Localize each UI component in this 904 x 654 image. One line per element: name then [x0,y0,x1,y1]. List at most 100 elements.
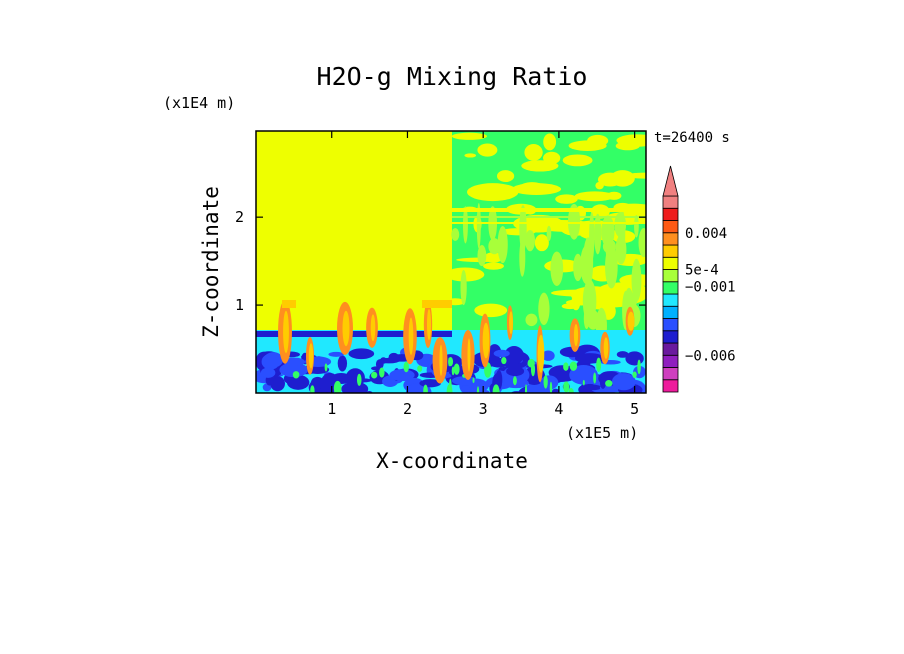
field-blob [501,356,507,365]
colorbar-swatch [662,207,679,221]
x-axis: 1 2 3 4 5 [327,131,639,418]
colorbar-swatch [662,379,679,393]
field-plume-core [603,337,609,359]
field-blob [530,362,536,377]
field-blob [310,385,314,393]
field-plume-core [467,338,471,372]
x-axis-label: X-coordinate [376,449,528,473]
field-blob [540,375,559,390]
field-blob [467,183,519,202]
field-plume-core [573,323,579,347]
field-blob [524,384,528,393]
field-plume-core [426,308,432,341]
field-blob [477,143,498,157]
x-unit-label: (x1E5 m) [566,424,638,442]
field-blob [496,170,515,183]
time-label: t=26400 s [654,130,730,146]
field-blob [610,170,635,187]
field-plume-core [537,334,545,373]
field-blob [616,134,646,147]
colorbar-swatch [662,281,679,295]
field-streak [477,245,487,267]
field-patch [282,300,296,308]
field-blob [595,181,604,190]
field-layer-blue [256,331,452,337]
field-band [452,216,646,218]
field-blob [569,361,578,371]
field-blob [512,376,517,386]
colorbar-swatch [662,232,679,246]
field-streak [525,313,538,327]
field-patch [422,300,452,308]
field-blob [495,370,503,390]
x-tick-label: 5 [630,400,639,418]
field-blob [461,385,471,393]
field-blob [279,362,308,378]
field-blob [605,379,613,387]
field-blob [543,151,561,165]
field-blob [563,362,569,371]
plot-frame [255,130,647,394]
field-blob [370,366,382,371]
field-streak [583,237,594,288]
y-tick-label: 2 [235,208,244,226]
field-blob [417,365,423,372]
colorbar-swatch [662,354,679,368]
field-streak [567,203,581,240]
field-streak [460,269,467,306]
field-blob [366,390,373,393]
field-blob [506,366,525,376]
colorbar-swatch [662,367,679,381]
field-blob [524,143,543,161]
field-streak [497,225,508,264]
field-blob [587,134,609,147]
colorbar-label: −0.006 [685,348,736,364]
field-streak [550,251,564,287]
field-blob [464,153,477,158]
field-blob [371,371,378,379]
field-blob [534,234,549,252]
colorbar-swatch [662,318,679,332]
field-blob [283,357,306,367]
colorbar-label: −0.001 [685,280,736,296]
field-blob [555,194,578,204]
colorbar-label: 0.004 [685,226,727,242]
field-blob [492,384,500,393]
field-streak [546,225,552,241]
plot-area [256,131,646,393]
x-tick-label: 3 [479,400,488,418]
colorbar-swatch [662,195,679,209]
field-plume-core [408,317,414,355]
field-blob [270,376,285,392]
y-tick-label: 1 [235,296,244,314]
colorbar-extend-arrow [662,165,679,197]
field-blob [379,367,385,378]
field-blob [543,133,557,151]
field-blob [451,376,478,386]
field-plume-core [439,344,443,376]
field-blob [596,357,602,372]
chart-title: H2O-g Mixing Ratio [317,62,588,91]
field-blob [582,379,585,386]
field-blob [483,262,504,270]
field-blob [403,361,409,373]
field-streak [573,253,583,282]
field-blob [599,376,606,389]
field-band [452,222,646,224]
colorbar-swatch [662,330,679,344]
x-tick-label: 4 [554,400,563,418]
colorbar-swatch [662,269,679,283]
field-blob [504,345,524,365]
field-plume-core [509,311,513,335]
field-streak [638,228,646,258]
field-blob [333,380,342,393]
field-blob [474,303,508,318]
field-blob [563,381,570,393]
colorbar-label: 5e-4 [685,263,719,279]
field-blob [292,371,300,379]
field-blob [484,252,503,263]
field-blob [260,367,276,378]
field-blob [529,190,538,195]
